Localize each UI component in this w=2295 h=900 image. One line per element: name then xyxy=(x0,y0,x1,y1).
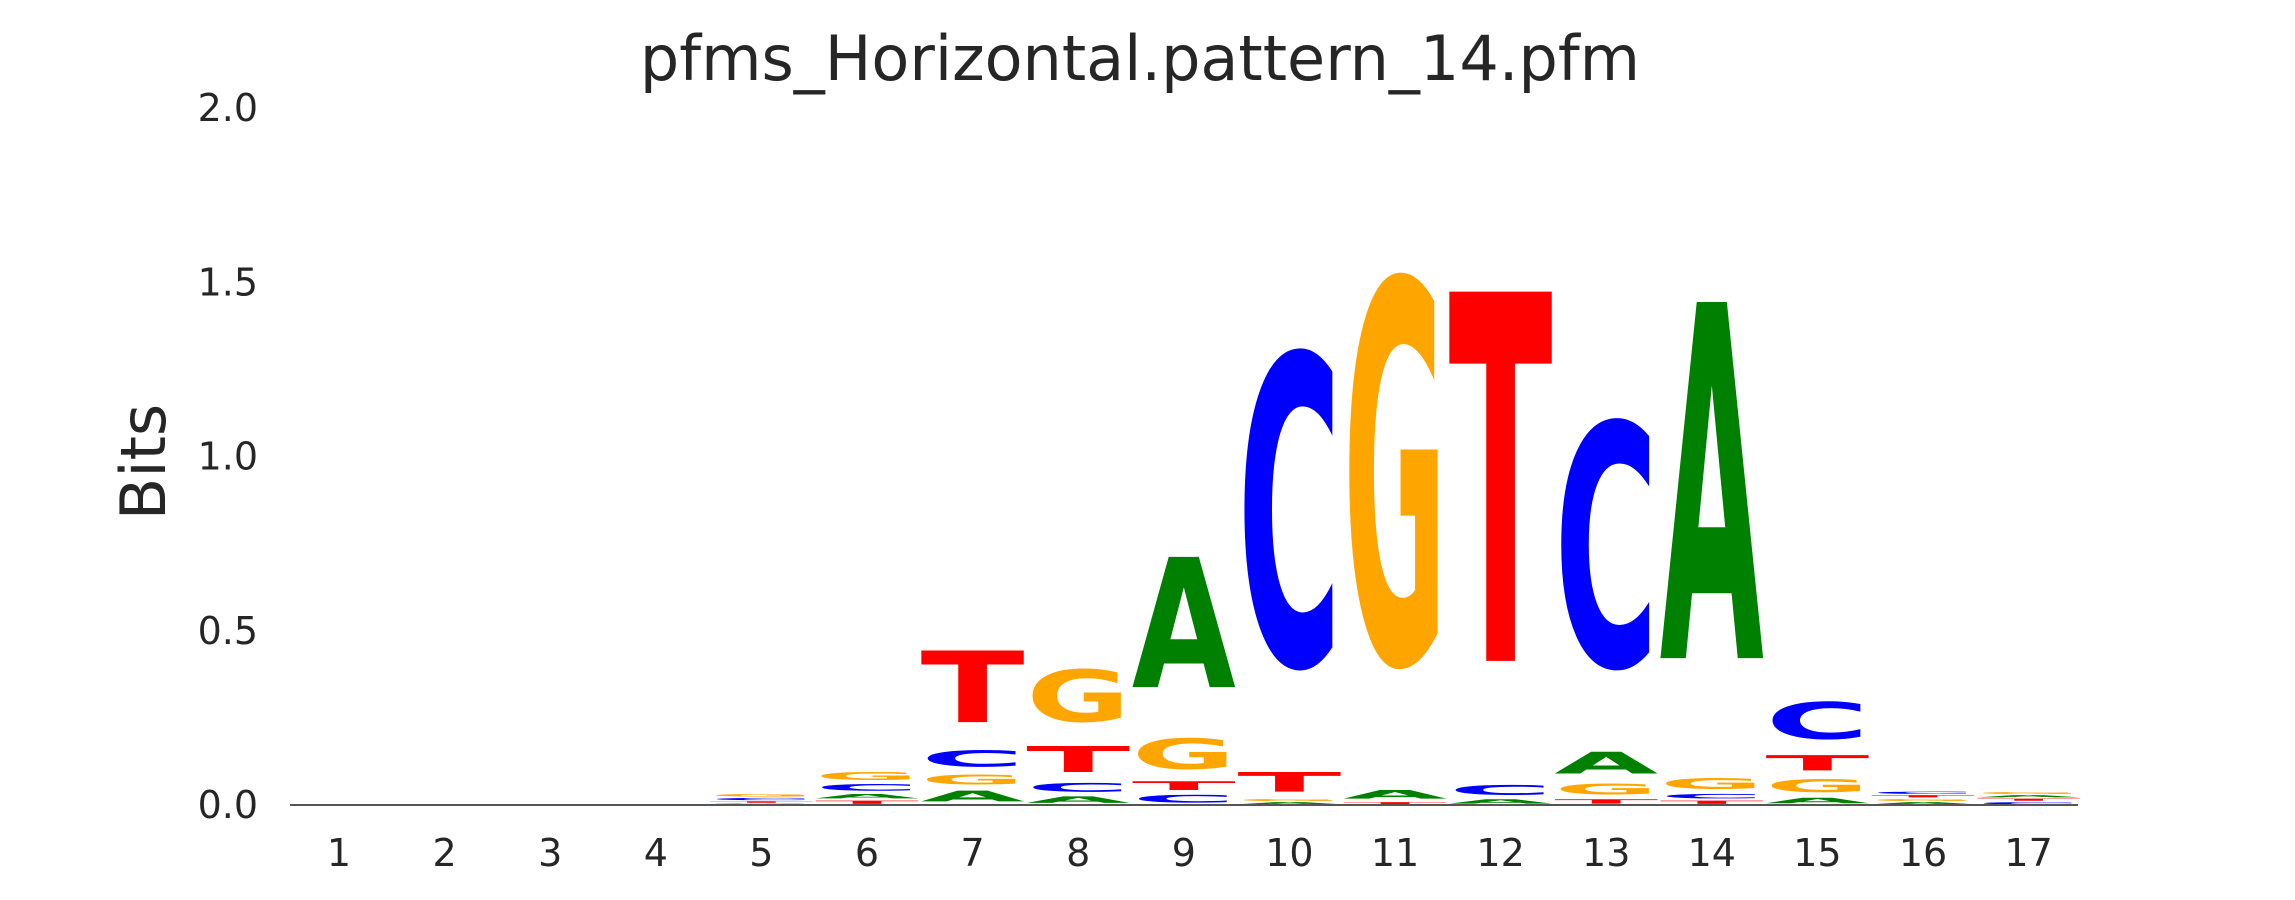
logo-letter-t: T xyxy=(921,632,1025,746)
logo-letter-a: A xyxy=(921,788,1025,805)
logo-stacks: GTCGTACGAGCTACTGCTGAAGTCTAGACTTGACTCGAAG… xyxy=(709,175,2081,805)
x-tick-label: 11 xyxy=(1371,831,1419,875)
logo-letter-g: G xyxy=(921,772,1025,788)
y-tick-label: 0.0 xyxy=(198,783,258,827)
logo-letter-g: G xyxy=(1660,776,1764,793)
x-tick-label: 7 xyxy=(961,831,985,875)
x-tick-label: 15 xyxy=(1793,831,1841,875)
x-tick-label: 13 xyxy=(1582,831,1630,875)
y-tick-label: 1.5 xyxy=(198,260,258,304)
logo-letter-g: G xyxy=(1026,656,1130,739)
y-tick-label: 0.5 xyxy=(198,609,258,653)
logo-letter-c: C xyxy=(1765,692,1869,751)
x-tick-label: 12 xyxy=(1476,831,1524,875)
logo-letter-t: T xyxy=(709,801,813,803)
logo-letter-g: G xyxy=(1132,730,1236,779)
logo-letter-t: T xyxy=(1026,739,1130,781)
logo-letter-c: C xyxy=(1026,781,1130,795)
logo-letter-g: G xyxy=(709,793,813,797)
x-tick-label: 3 xyxy=(538,831,562,875)
logo-letter-a: A xyxy=(1977,795,2082,798)
y-tick-label: 2.0 xyxy=(198,86,258,130)
logo-letter-t: T xyxy=(1449,192,1554,781)
logo-letter-c: C xyxy=(921,746,1025,772)
logo-letter-a: A xyxy=(1343,788,1447,802)
logo-letter-a: A xyxy=(1026,795,1130,805)
logo-letter-a: A xyxy=(1554,746,1658,781)
x-tick-label: 2 xyxy=(433,831,457,875)
x-tick-label: 17 xyxy=(2004,831,2052,875)
logo-letter-c: C xyxy=(1237,269,1341,766)
logo-letter-t: T xyxy=(1765,751,1869,775)
x-tick-label: 6 xyxy=(855,831,879,875)
logo-letter-g: G xyxy=(815,770,919,782)
logo-letter-t: T xyxy=(1237,767,1341,798)
logo-letter-a: A xyxy=(1765,796,1869,805)
y-axis-label: Bits xyxy=(107,404,180,520)
logo-letter-g: G xyxy=(1237,798,1341,801)
y-axis-ticks: 0.0 0.5 1.0 1.5 2.0 xyxy=(198,86,258,827)
logo-letter-t: T xyxy=(1977,798,2081,801)
logo-letter-t: T xyxy=(1871,795,1975,798)
y-tick-label: 1.0 xyxy=(198,435,258,479)
x-tick-label: 8 xyxy=(1066,831,1090,875)
x-tick-label: 5 xyxy=(749,831,773,875)
logo-letter-c: C xyxy=(709,797,813,800)
logo-letter-c: C xyxy=(1449,782,1553,798)
logo-letter-a: A xyxy=(1449,798,1554,805)
logo-letter-t: T xyxy=(1132,779,1236,793)
x-tick-label: 4 xyxy=(644,831,668,875)
logo-letter-c: C xyxy=(1132,793,1236,805)
logo-letter-g: G xyxy=(1554,781,1658,798)
logo-letter-a: A xyxy=(815,793,920,800)
logo-letter-c: C xyxy=(1660,793,1764,800)
logo-letter-a: A xyxy=(1660,205,1765,774)
x-tick-label: 16 xyxy=(1899,831,1947,875)
logo-letter-g: G xyxy=(1871,798,1975,801)
x-tick-label: 9 xyxy=(1172,831,1196,875)
logo-letter-a: A xyxy=(1132,522,1236,730)
x-tick-label: 10 xyxy=(1265,831,1313,875)
logo-letter-g: G xyxy=(1765,776,1869,797)
logo-letter-c: C xyxy=(815,782,919,792)
logo-letter-t: T xyxy=(1554,798,1658,805)
x-tick-label: 14 xyxy=(1688,831,1736,875)
chart-title: pfms_Horizontal.pattern_14.pfm xyxy=(640,22,1640,95)
x-axis-ticks: 1 2 3 4 5 6 7 8 9 10 11 12 13 14 15 16 17 xyxy=(327,831,2053,875)
logo-letter-c: C xyxy=(1871,791,1975,794)
x-tick-label: 1 xyxy=(327,831,351,875)
logo-letter-g: G xyxy=(1977,791,2081,794)
logo-letter-g: G xyxy=(1343,175,1447,785)
logo-letter-c: C xyxy=(1554,357,1658,745)
